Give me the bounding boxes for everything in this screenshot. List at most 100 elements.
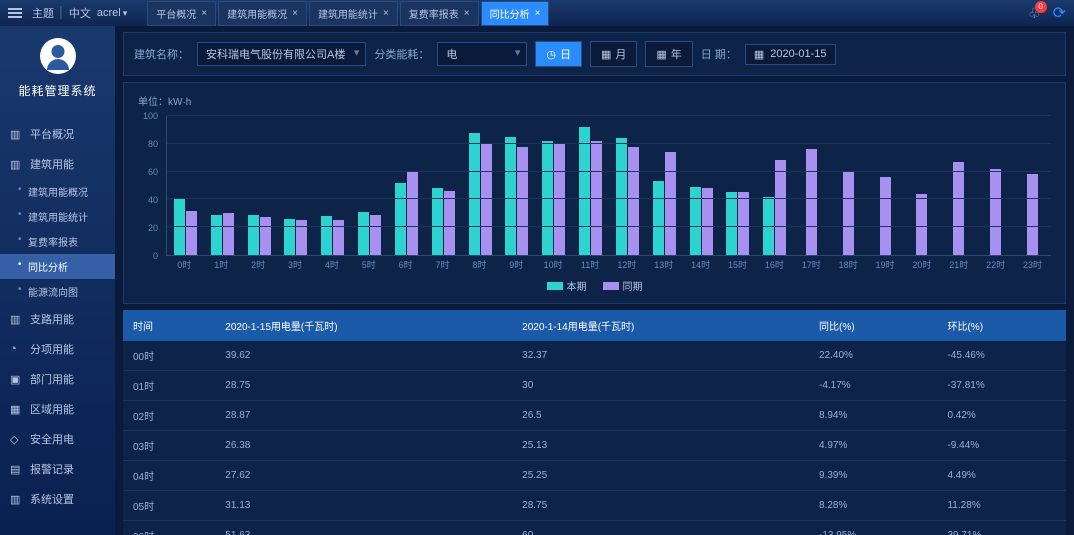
bar-prev[interactable]: [843, 172, 854, 255]
period-day-button[interactable]: ◷日: [536, 42, 581, 66]
nav-item-报警记录[interactable]: ▤报警记录: [0, 454, 115, 484]
building-label: 建筑名称：: [134, 46, 189, 62]
table-cell: 60: [512, 521, 809, 535]
legend-item[interactable]: 同期: [603, 278, 643, 293]
x-tick: 9时: [498, 258, 535, 276]
tab-close-icon[interactable]: ×: [383, 8, 389, 19]
theme-label[interactable]: 主题: [32, 5, 54, 21]
table-cell: 4.49%: [937, 461, 1066, 491]
tab-建筑用能统计[interactable]: 建筑用能统计×: [309, 1, 398, 26]
bar-prev[interactable]: [628, 147, 639, 255]
bar-current[interactable]: [174, 199, 185, 255]
nav-item-分项用能[interactable]: ◔分项用能: [0, 334, 115, 364]
bar-prev[interactable]: [775, 160, 786, 255]
x-tick: 22时: [977, 258, 1014, 276]
bar-current[interactable]: [726, 192, 737, 255]
bar-group: [904, 116, 941, 255]
type-select[interactable]: 电: [437, 42, 527, 66]
tab-平台概况[interactable]: 平台概况×: [147, 1, 216, 26]
nav-item-部门用能[interactable]: ▣部门用能: [0, 364, 115, 394]
nav-item-系统设置[interactable]: ▥系统设置: [0, 484, 115, 514]
tab-同比分析[interactable]: 同比分析×: [481, 1, 550, 26]
table-cell: 9.39%: [809, 461, 937, 491]
period-month-button[interactable]: ▦月: [591, 42, 636, 66]
nav-item-支路用能[interactable]: ▥支路用能: [0, 304, 115, 334]
tab-close-icon[interactable]: ×: [464, 8, 470, 19]
table-cell: 27.62: [215, 461, 512, 491]
bar-current[interactable]: [321, 216, 332, 255]
avatar: [40, 38, 76, 74]
table-cell: 26.5: [512, 401, 809, 431]
bar-prev[interactable]: [554, 144, 565, 255]
bar-current[interactable]: [358, 212, 369, 255]
bar-prev[interactable]: [260, 217, 271, 255]
period-year-button[interactable]: ▦年: [646, 42, 691, 66]
table-cell: 51.63: [215, 521, 512, 535]
bar-group: [572, 116, 609, 255]
tab-close-icon[interactable]: ×: [535, 8, 541, 19]
bar-prev[interactable]: [990, 169, 1001, 255]
bar-current[interactable]: [211, 215, 222, 255]
bar-prev[interactable]: [517, 147, 528, 255]
bar-prev[interactable]: [665, 152, 676, 255]
calendar-icon: ▦: [656, 48, 666, 61]
bar-prev[interactable]: [880, 177, 891, 255]
x-tick: 20时: [904, 258, 941, 276]
type-label: 分类能耗：: [374, 46, 429, 62]
nav-sub-建筑用能概况[interactable]: 建筑用能概况: [0, 179, 115, 204]
x-tick: 3时: [277, 258, 314, 276]
lang-label[interactable]: 中文: [69, 5, 91, 21]
bar-current[interactable]: [616, 138, 627, 255]
bar-group: [462, 116, 499, 255]
nav-item-建筑用能[interactable]: ▥建筑用能: [0, 149, 115, 179]
bar-current[interactable]: [579, 127, 590, 255]
notification-bell[interactable]: ♧0: [1028, 5, 1041, 22]
building-select[interactable]: 安科瑞电气股份有限公司A楼: [197, 42, 366, 66]
bar-prev[interactable]: [370, 215, 381, 255]
bar-current[interactable]: [653, 181, 664, 255]
bar-prev[interactable]: [186, 211, 197, 255]
tab-close-icon[interactable]: ×: [292, 8, 298, 19]
tab-close-icon[interactable]: ×: [201, 8, 207, 19]
table-cell: 06时: [123, 521, 215, 535]
bar-prev[interactable]: [481, 144, 492, 255]
user-label[interactable]: acrel: [97, 7, 121, 19]
table-cell: 26.38: [215, 431, 512, 461]
bar-prev[interactable]: [1027, 174, 1038, 255]
bar-prev[interactable]: [444, 191, 455, 255]
tab-复费率报表[interactable]: 复费率报表×: [400, 1, 479, 26]
bar-current[interactable]: [469, 133, 480, 255]
table-row: 04时27.6225.259.39%4.49%: [123, 461, 1066, 491]
date-picker[interactable]: ▦2020-01-15: [745, 44, 836, 65]
bar-current[interactable]: [505, 137, 516, 255]
bar-current[interactable]: [690, 187, 701, 255]
bar-current[interactable]: [248, 215, 259, 255]
bar-group: [830, 116, 867, 255]
nav-sub-建筑用能统计[interactable]: 建筑用能统计: [0, 204, 115, 229]
nav-item-安全用电[interactable]: ◇安全用电: [0, 424, 115, 454]
bar-current[interactable]: [284, 219, 295, 255]
bar-current[interactable]: [395, 183, 406, 255]
nav-sub-能源流向图[interactable]: 能源流向图: [0, 279, 115, 304]
bar-prev[interactable]: [738, 192, 749, 255]
bar-prev[interactable]: [916, 194, 927, 255]
nav-item-区域用能[interactable]: ▦区域用能: [0, 394, 115, 424]
bar-prev[interactable]: [223, 213, 234, 255]
nav-sub-同比分析[interactable]: 同比分析: [0, 254, 115, 279]
table-cell: -37.81%: [937, 371, 1066, 401]
menu-toggle[interactable]: [8, 6, 22, 20]
refresh-icon[interactable]: ⟳: [1053, 3, 1066, 23]
table-cell: 11.28%: [937, 491, 1066, 521]
bar-prev[interactable]: [953, 162, 964, 255]
nav-sub-复费率报表[interactable]: 复费率报表: [0, 229, 115, 254]
bar-prev[interactable]: [407, 172, 418, 255]
table-row: 01时28.7530-4.17%-37.81%: [123, 371, 1066, 401]
user-dropdown-icon[interactable]: ▾: [123, 8, 128, 19]
x-tick: 23时: [1014, 258, 1051, 276]
bar-group: [1014, 116, 1051, 255]
nav-item-平台概况[interactable]: ▥平台概况: [0, 119, 115, 149]
legend-item[interactable]: 本期: [547, 278, 587, 293]
clock-icon: ◷: [546, 48, 556, 61]
tab-建筑用能概况[interactable]: 建筑用能概况×: [218, 1, 307, 26]
bar-prev[interactable]: [806, 149, 817, 255]
